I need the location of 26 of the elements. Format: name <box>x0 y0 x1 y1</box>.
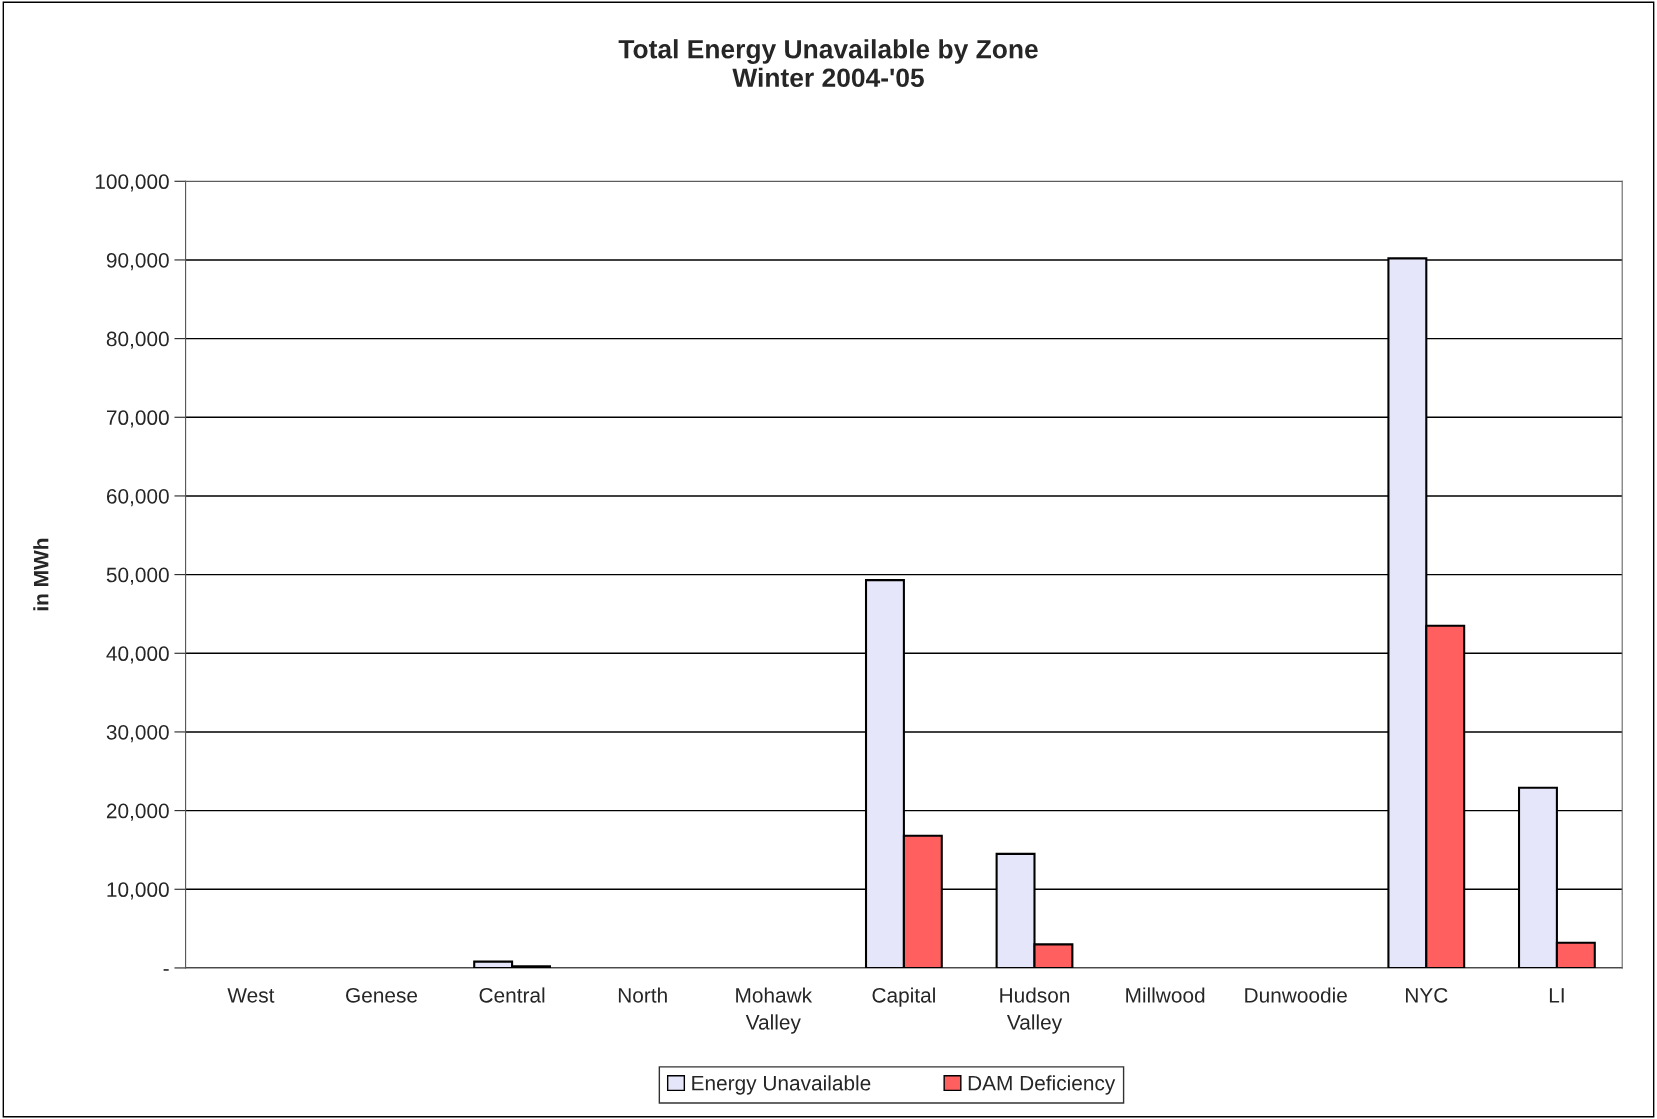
x-tick-label: West <box>227 988 275 1003</box>
x-tick-label: Millwood <box>1126 987 1205 1003</box>
x-tick-label: Capital <box>872 987 935 1007</box>
chart-title: Total Energy Unavailable by Zone Winter 2004-'05 <box>618 39 1038 88</box>
x-tick-label: LI <box>1549 988 1564 1003</box>
y-tick-label: 40,000 <box>106 646 169 664</box>
y-axis-title: in MWh <box>33 538 49 611</box>
legend-label: DAM Deficiency <box>968 1075 1116 1095</box>
y-tick-label: 50,000 <box>106 567 169 585</box>
x-tick-label: North <box>618 987 667 1003</box>
x-tick-label: NYC <box>1406 987 1448 1003</box>
y-tick-label: - <box>163 969 169 971</box>
y-tick-label: 90,000 <box>106 252 169 271</box>
y-tick-label: 10,000 <box>107 882 169 900</box>
y-tick-label: 20,000 <box>106 803 169 821</box>
y-tick-label: 70,000 <box>106 410 169 428</box>
y-tick-label: 60,000 <box>106 488 169 507</box>
x-tick-label: Dunwoodie <box>1245 987 1347 1003</box>
legend-label: Energy Unavailable <box>692 1075 871 1095</box>
x-tick-label: Hudson Valley <box>1000 987 1070 1034</box>
x-tick-label: Genese <box>346 987 418 1003</box>
y-tick-label: 100,000 <box>95 174 169 192</box>
y-tick-label: 30,000 <box>106 724 169 743</box>
x-tick-label: Mohawk Valley <box>736 987 813 1034</box>
x-tick-label: Central <box>479 987 545 1003</box>
y-tick-label: 80,000 <box>106 331 169 349</box>
